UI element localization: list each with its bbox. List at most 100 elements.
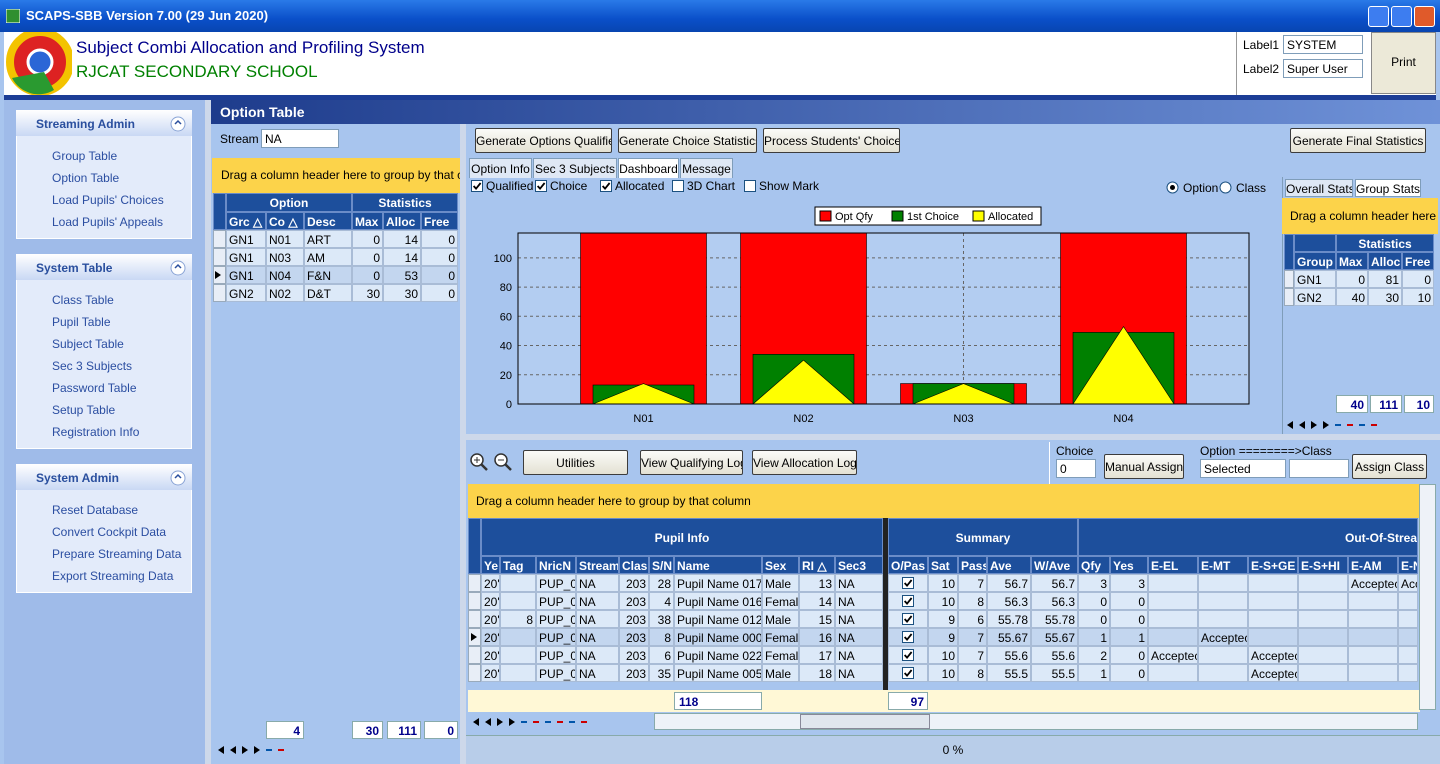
assign-class-button[interactable]: Assign Class — [1352, 454, 1427, 479]
column-header[interactable]: Max — [352, 212, 383, 230]
sidebar-panel-title: System Admin — [36, 471, 119, 485]
grid-cell: 55.67 — [1031, 628, 1078, 646]
sidebar-link[interactable]: Group Table — [52, 149, 118, 163]
stream-select[interactable]: NA — [261, 129, 339, 148]
sidebar-link[interactable]: Class Table — [52, 293, 114, 307]
column-header[interactable]: E-MT — [1198, 556, 1248, 574]
title-text: SCAPS-SBB Version 7.00 (29 Jun 2020) — [26, 8, 269, 23]
grid-cell — [1248, 628, 1298, 646]
class-select[interactable] — [1289, 459, 1349, 478]
sidebar-link[interactable]: Setup Table — [52, 403, 116, 417]
tab[interactable]: Message — [680, 158, 733, 178]
column-header[interactable]: Tag — [500, 556, 536, 574]
column-header[interactable]: RI △ — [799, 556, 835, 574]
checkbox-label[interactable]: 3D Chart — [687, 179, 736, 193]
checkbox — [535, 180, 547, 192]
column-header[interactable]: Ye — [481, 556, 500, 574]
column-header[interactable]: Alloc — [1368, 252, 1402, 270]
choice-spinner[interactable]: 0 — [1056, 459, 1096, 478]
toolbar-button[interactable]: Generate Options Qualified — [475, 128, 612, 153]
column-header[interactable]: E-EL — [1148, 556, 1198, 574]
column-header[interactable]: Yes — [1110, 556, 1148, 574]
column-header[interactable]: Sec3 — [835, 556, 883, 574]
sidebar-link[interactable]: Pupil Table — [52, 315, 111, 329]
qualifying-log-button[interactable]: View Qualifying Log — [640, 450, 743, 475]
checkbox-box — [744, 180, 756, 192]
column-header[interactable]: Sat — [928, 556, 958, 574]
minimize-button[interactable] — [1368, 6, 1389, 27]
column-header[interactable]: Co △ — [266, 212, 304, 230]
grid-cell — [1198, 574, 1248, 592]
tab[interactable]: Overall Stats — [1285, 179, 1353, 197]
row-indicator — [468, 610, 481, 628]
column-header[interactable]: Pass — [958, 556, 987, 574]
sidebar-link[interactable]: Password Table — [52, 381, 137, 395]
column-header[interactable]: O/Pas — [888, 556, 928, 574]
manual-assign-button[interactable]: Manual Assign — [1104, 454, 1184, 479]
checkbox-label[interactable]: Allocated — [615, 179, 665, 193]
radio-label[interactable]: Class — [1236, 181, 1267, 195]
column-header[interactable]: E-N — [1398, 556, 1418, 574]
sidebar-panel-header — [16, 110, 192, 136]
column-header[interactable]: Clas — [619, 556, 649, 574]
app-icon — [6, 9, 20, 23]
sidebar-link[interactable]: Load Pupils' Choices — [52, 193, 164, 207]
band-separator — [883, 518, 888, 690]
checkbox — [902, 667, 914, 679]
toolbar-button[interactable]: Generate Final Statistics — [1290, 128, 1426, 153]
check-mark — [536, 182, 546, 191]
grid-cell — [1398, 646, 1418, 664]
column-header[interactable]: Max — [1336, 252, 1368, 270]
column-header[interactable]: Ave — [987, 556, 1031, 574]
option-select[interactable]: Selected — [1200, 459, 1286, 478]
print-button[interactable]: Print — [1371, 32, 1436, 94]
sidebar-link[interactable]: Load Pupils' Appeals — [52, 215, 164, 229]
grid-cell — [1348, 592, 1398, 610]
column-header[interactable]: W/Ave — [1031, 556, 1078, 574]
column-header[interactable]: Alloc — [383, 212, 421, 230]
checkbox-label[interactable]: Choice — [550, 179, 588, 193]
column-header[interactable]: Free — [1402, 252, 1434, 270]
column-header[interactable]: E-S+GE — [1248, 556, 1298, 574]
band-header: Statistics — [1336, 234, 1434, 252]
checkbox-label[interactable]: Qualified — [486, 179, 534, 193]
grid-cell: 203 — [619, 628, 649, 646]
toolbar-button[interactable]: Process Students' Choices — [763, 128, 900, 153]
utilities-button[interactable]: Utilities — [523, 450, 628, 475]
checkbox — [744, 180, 756, 192]
sidebar-link[interactable]: Sec 3 Subjects — [52, 359, 133, 373]
allocation-log-button[interactable]: View Allocation Log — [752, 450, 857, 475]
sidebar-link[interactable]: Convert Cockpit Data — [52, 525, 167, 539]
checkbox-label[interactable]: Show Mark — [759, 179, 820, 193]
tab[interactable]: Group Stats — [1355, 179, 1421, 197]
sidebar-link[interactable]: Option Table — [52, 171, 120, 185]
checkbox — [902, 577, 914, 589]
tab[interactable]: Sec 3 Subjects — [533, 158, 617, 178]
sidebar-link[interactable]: Reset Database — [52, 503, 139, 517]
sidebar-link[interactable]: Prepare Streaming Data — [52, 547, 182, 561]
column-header[interactable]: Group — [1294, 252, 1336, 270]
tab[interactable]: Dashboard — [618, 158, 679, 178]
column-header[interactable]: Desc — [304, 212, 352, 230]
grid-cell: PUP_0 — [536, 592, 576, 610]
maximize-button[interactable] — [1391, 6, 1412, 27]
column-header[interactable]: E-S+HI — [1298, 556, 1348, 574]
column-header[interactable]: Name — [674, 556, 762, 574]
column-header[interactable]: Qfy — [1078, 556, 1110, 574]
sidebar-link[interactable]: Registration Info — [52, 425, 140, 439]
sidebar-link[interactable]: Export Streaming Data — [52, 569, 174, 583]
radio-label[interactable]: Option — [1183, 181, 1219, 195]
collapse-circle — [170, 116, 186, 132]
column-header[interactable]: S/N — [649, 556, 674, 574]
column-header[interactable]: E-AM — [1348, 556, 1398, 574]
tab[interactable]: Option Info — [469, 158, 532, 178]
sidebar-link[interactable]: Subject Table — [52, 337, 124, 351]
toolbar-button[interactable]: Generate Choice Statistics — [618, 128, 757, 153]
column-header[interactable]: Sex — [762, 556, 799, 574]
grid-cell: PUP_0 — [536, 664, 576, 682]
close-button[interactable] — [1414, 6, 1435, 27]
column-header[interactable]: NricN — [536, 556, 576, 574]
column-header[interactable]: Grc △ — [226, 212, 266, 230]
column-header[interactable]: Free — [421, 212, 458, 230]
column-header[interactable]: Stream — [576, 556, 619, 574]
